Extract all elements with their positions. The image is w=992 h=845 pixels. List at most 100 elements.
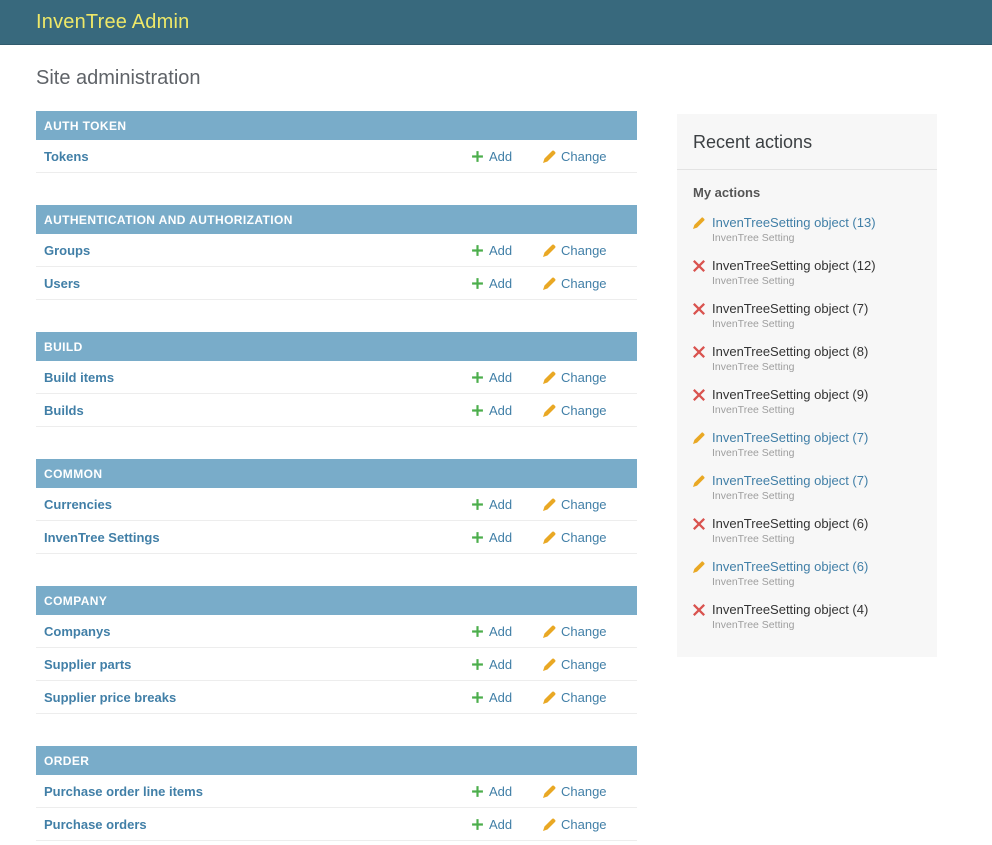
recent-action-type: InvenTree Setting — [712, 361, 795, 373]
add-label: Add — [489, 402, 513, 418]
recent-action-label: InvenTreeSetting object (6) — [712, 516, 869, 531]
module-common: COMMON Currencies Add Change InvenTree Setti… — [36, 459, 637, 554]
recent-action-item: InvenTreeSetting object (8) InvenTree Set… — [693, 344, 921, 373]
add-link-currencies[interactable]: Add — [471, 497, 543, 512]
app-title[interactable]: InvenTree Admin — [36, 10, 190, 33]
change-label: Change — [561, 816, 607, 832]
pencil-icon — [543, 531, 556, 544]
model-link-currencies[interactable]: Currencies — [44, 496, 112, 512]
add-link-groups[interactable]: Add — [471, 243, 543, 258]
delete-icon — [693, 603, 705, 616]
model-link-purchase-orders[interactable]: Purchase orders — [44, 816, 147, 832]
add-link-users[interactable]: Add — [471, 276, 543, 291]
recent-action-label: InvenTreeSetting object (9) — [712, 387, 869, 402]
recent-action-line: InvenTreeSetting object (9) — [693, 387, 921, 402]
recent-action-line: InvenTreeSetting object (8) — [693, 344, 921, 359]
pencil-icon — [543, 498, 556, 511]
model-row-purchase-order-line-items: Purchase order line items Add Change — [36, 775, 637, 808]
pencil-icon — [543, 785, 556, 798]
add-link-supplier-price-breaks[interactable]: Add — [471, 690, 543, 705]
recent-action-label[interactable]: InvenTreeSetting object (6) — [712, 559, 869, 574]
add-link-builds[interactable]: Add — [471, 403, 543, 418]
plus-icon — [471, 498, 484, 511]
pencil-icon — [543, 244, 556, 257]
add-link-companys[interactable]: Add — [471, 624, 543, 639]
change-link-inventree-settings[interactable]: Change — [543, 530, 631, 545]
model-link-users[interactable]: Users — [44, 275, 81, 291]
change-link-builds[interactable]: Change — [543, 403, 631, 418]
pencil-icon — [693, 217, 705, 229]
recent-action-type: InvenTree Setting — [712, 490, 795, 502]
model-row-supplier-price-breaks: Supplier price breaks Add Change — [36, 681, 637, 714]
model-link-groups[interactable]: Groups — [44, 242, 91, 258]
module-auth-token: AUTH TOKEN Tokens Add Change — [36, 111, 637, 173]
module-build: BUILD Build items Add Change Builds Add Change — [36, 332, 637, 427]
add-label: Add — [489, 656, 513, 672]
add-link-purchase-orders[interactable]: Add — [471, 817, 543, 832]
recent-action-item: InvenTreeSetting object (7) InvenTree Set… — [693, 430, 921, 459]
recent-action-line: InvenTreeSetting object (7) — [693, 473, 921, 488]
pencil-icon — [543, 691, 556, 704]
app-header: InvenTree Admin — [0, 0, 992, 45]
recent-action-type: InvenTree Setting — [712, 533, 795, 545]
model-link-inventree-settings[interactable]: InvenTree Settings — [44, 529, 160, 545]
change-label: Change — [561, 148, 607, 164]
add-label: Add — [489, 148, 513, 164]
module-caption: AUTH TOKEN — [36, 111, 637, 140]
plus-icon — [471, 531, 484, 544]
pencil-icon — [693, 475, 705, 487]
recent-action-item: InvenTreeSetting object (12) InvenTree Se… — [693, 258, 921, 287]
change-label: Change — [561, 623, 607, 639]
model-link-companys[interactable]: Companys — [44, 623, 111, 639]
recent-action-item: InvenTreeSetting object (9) InvenTree Set… — [693, 387, 921, 416]
plus-icon — [471, 818, 484, 831]
add-link-inventree-settings[interactable]: Add — [471, 530, 543, 545]
model-link-purchase-order-line-items[interactable]: Purchase order line items — [44, 783, 203, 799]
model-link-supplier-price-breaks[interactable]: Supplier price breaks — [44, 689, 177, 705]
recent-action-type: InvenTree Setting — [712, 576, 795, 588]
recent-action-type: InvenTree Setting — [712, 447, 795, 459]
change-link-tokens[interactable]: Change — [543, 149, 631, 164]
change-label: Change — [561, 656, 607, 672]
recent-action-item: InvenTreeSetting object (6) InvenTree Set… — [693, 559, 921, 588]
model-link-build-items[interactable]: Build items — [44, 369, 115, 385]
model-row-tokens: Tokens Add Change — [36, 140, 637, 173]
recent-action-label[interactable]: InvenTreeSetting object (7) — [712, 473, 869, 488]
change-link-users[interactable]: Change — [543, 276, 631, 291]
model-link-tokens[interactable]: Tokens — [44, 148, 89, 164]
change-link-purchase-orders[interactable]: Change — [543, 817, 631, 832]
plus-icon — [471, 150, 484, 163]
plus-icon — [471, 371, 484, 384]
add-link-tokens[interactable]: Add — [471, 149, 543, 164]
change-link-companys[interactable]: Change — [543, 624, 631, 639]
change-link-purchase-order-line-items[interactable]: Change — [543, 784, 631, 799]
add-link-build-items[interactable]: Add — [471, 370, 543, 385]
change-label: Change — [561, 496, 607, 512]
add-label: Add — [489, 369, 513, 385]
change-link-supplier-price-breaks[interactable]: Change — [543, 690, 631, 705]
recent-action-label[interactable]: InvenTreeSetting object (7) — [712, 430, 869, 445]
sidebar-divider — [677, 169, 937, 170]
add-label: Add — [489, 242, 513, 258]
model-link-supplier-parts[interactable]: Supplier parts — [44, 656, 132, 672]
add-link-purchase-order-line-items[interactable]: Add — [471, 784, 543, 799]
recent-action-line: InvenTreeSetting object (13) — [693, 215, 921, 230]
add-label: Add — [489, 529, 513, 545]
module-authentication-and-authorization: AUTHENTICATION AND AUTHORIZATION Groups Ad… — [36, 205, 637, 300]
change-link-currencies[interactable]: Change — [543, 497, 631, 512]
add-label: Add — [489, 623, 513, 639]
change-link-supplier-parts[interactable]: Change — [543, 657, 631, 672]
recent-action-line: InvenTreeSetting object (7) — [693, 301, 921, 316]
recent-actions-body: My actions InvenTreeSetting object (13) I… — [677, 170, 937, 657]
add-label: Add — [489, 816, 513, 832]
delete-icon — [693, 259, 705, 272]
change-link-build-items[interactable]: Change — [543, 370, 631, 385]
recent-action-item: InvenTreeSetting object (7) InvenTree Set… — [693, 301, 921, 330]
change-link-groups[interactable]: Change — [543, 243, 631, 258]
model-link-builds[interactable]: Builds — [44, 402, 84, 418]
plus-icon — [471, 244, 484, 257]
add-link-supplier-parts[interactable]: Add — [471, 657, 543, 672]
model-row-groups: Groups Add Change — [36, 234, 637, 267]
recent-action-label[interactable]: InvenTreeSetting object (13) — [712, 215, 876, 230]
recent-action-line: InvenTreeSetting object (7) — [693, 430, 921, 445]
